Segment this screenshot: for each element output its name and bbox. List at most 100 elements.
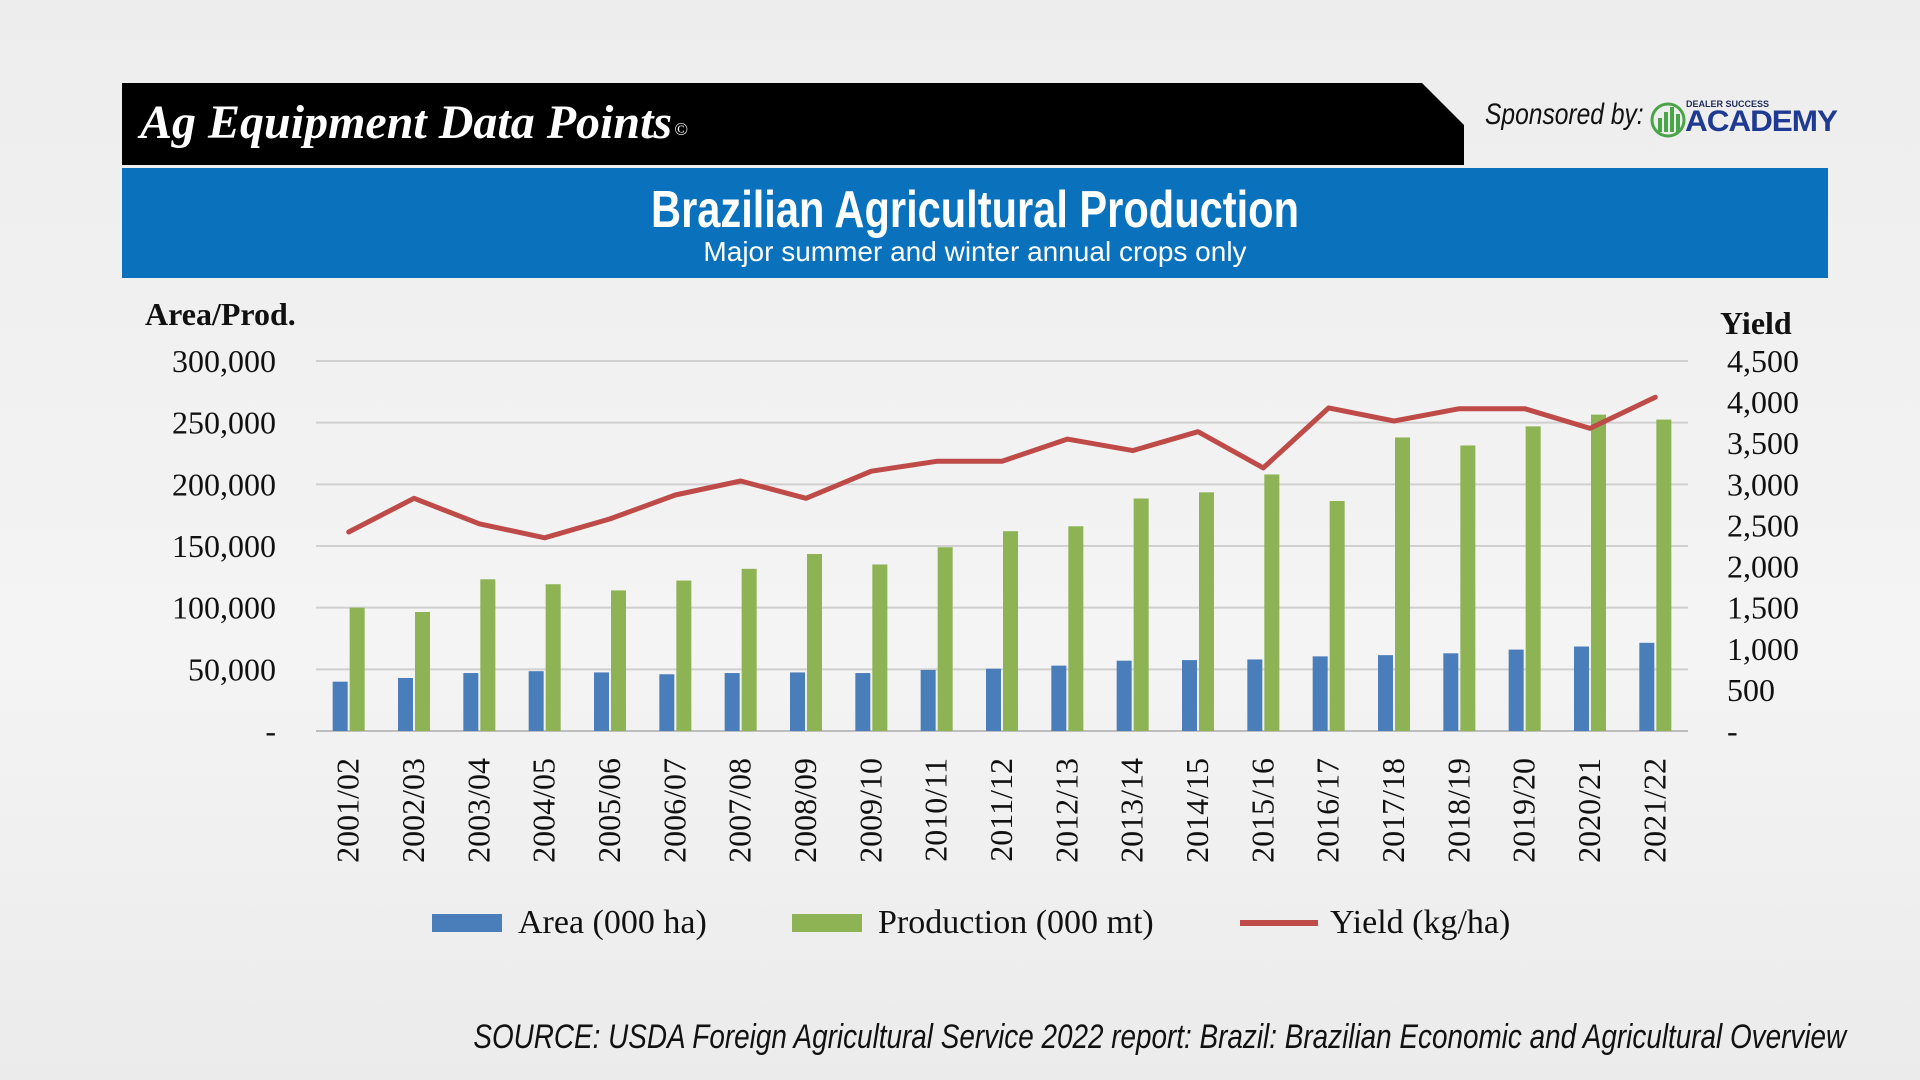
y-right-tick-label: 4,000 (1727, 384, 1799, 420)
legend-label-production: Production (000 mt) (878, 904, 1154, 941)
bar-area (986, 668, 1001, 731)
legend-swatch-area (432, 914, 502, 932)
bar-production (676, 580, 692, 731)
sponsor-logo-small-text: DEALER SUCCESS (1686, 99, 1770, 109)
bar-area (920, 669, 936, 731)
legend-label-area: Area (000 ha) (518, 904, 707, 941)
sponsor-logo-text: ACADEMY (1685, 105, 1838, 138)
bar-production (741, 568, 757, 731)
bar-production (1460, 445, 1476, 731)
x-tick-label: 2021/22 (1636, 758, 1672, 863)
bar-production (1525, 426, 1541, 731)
y-right-tick-label: 500 (1727, 672, 1775, 708)
bar-area (1508, 649, 1524, 731)
y-right-tick-label: 2,500 (1727, 507, 1799, 543)
academy-logo-icon (1650, 102, 1686, 138)
bar-production (1003, 531, 1018, 731)
bar-production (349, 607, 365, 731)
bar-area (1639, 642, 1655, 731)
bar-area (1051, 665, 1067, 731)
bar-production (1591, 414, 1606, 731)
bar-production (1199, 492, 1214, 731)
bar-area (1378, 655, 1393, 731)
x-tick-label: 2007/08 (722, 758, 758, 863)
bar-area (659, 674, 675, 731)
y-right-tick-label: 3,500 (1727, 425, 1799, 461)
y-left-tick-label: 150,000 (172, 528, 276, 564)
bar-area (1182, 660, 1197, 731)
y-right-axis-title: Yield (1720, 305, 1792, 341)
bar-area (594, 672, 609, 731)
bar-production (1656, 419, 1672, 731)
bar-production (872, 564, 888, 731)
bar-production (1395, 437, 1410, 731)
bar-area (855, 673, 871, 731)
bar-area (332, 681, 348, 731)
bar-area (790, 672, 805, 731)
bar-area (1312, 656, 1328, 731)
y-right-tick-label: 2,000 (1727, 549, 1799, 585)
bar-production (1264, 474, 1280, 731)
banner-title: Ag Equipment Data Points © (140, 96, 688, 149)
bar-production (1329, 500, 1345, 731)
y-left-tick-label: 250,000 (172, 405, 276, 441)
bar-production (415, 611, 430, 731)
x-tick-label: 2019/20 (1506, 758, 1542, 863)
bar-area (1574, 646, 1589, 731)
y-left-tick-label: 100,000 (172, 590, 276, 626)
sponsored-by-label: Sponsored by: (1485, 98, 1644, 131)
legend-label-yield: Yield (kg/ha) (1330, 904, 1510, 941)
chart-title: Brazilian Agricultural Production (651, 181, 1299, 239)
x-tick-label: 2005/06 (591, 758, 627, 863)
x-tick-label: 2009/10 (852, 758, 888, 863)
x-tick-label: 2006/07 (656, 758, 692, 863)
x-tick-label: 2003/04 (460, 758, 496, 863)
bar-production (1068, 526, 1084, 731)
bar-area (1443, 653, 1459, 731)
bar-production (807, 554, 822, 731)
x-tick-label: 2020/21 (1571, 758, 1607, 863)
x-tick-label: 2001/02 (330, 758, 366, 863)
bar-area (724, 673, 740, 731)
x-tick-label: 2014/15 (1179, 758, 1215, 863)
y-right-tick-label: - (1727, 713, 1738, 749)
source-note: SOURCE: USDA Foreign Agricultural Servic… (473, 1018, 1846, 1056)
x-tick-label: 2011/12 (983, 758, 1019, 862)
chart-subtitle: Major summer and winter annual crops onl… (703, 236, 1247, 267)
y-right-tick-label: 3,000 (1727, 466, 1799, 502)
bar-production (480, 579, 496, 731)
x-tick-label: 2012/13 (1048, 758, 1084, 863)
y-right-tick-label: 1,000 (1727, 631, 1799, 667)
legend-swatch-production (792, 914, 862, 932)
x-tick-label: 2004/05 (526, 758, 562, 863)
x-tick-label: 2016/17 (1310, 758, 1346, 863)
x-tick-label: 2015/16 (1244, 758, 1280, 863)
y-left-tick-label: - (265, 713, 276, 749)
y-left-tick-label: 200,000 (172, 466, 276, 502)
bar-production (611, 590, 626, 731)
sponsor-logo: DEALER SUCCESS ACADEMY (1650, 96, 1838, 140)
x-tick-label: 2017/18 (1375, 758, 1411, 863)
y-left-tick-label: 300,000 (172, 343, 276, 379)
line-yield (346, 394, 1658, 541)
y-right-tick-label: 4,500 (1727, 343, 1799, 379)
bar-area (398, 677, 413, 731)
x-tick-label: 2010/11 (918, 758, 954, 862)
bar-area (1116, 660, 1132, 731)
copyright-mark: © (674, 119, 688, 139)
bar-production (1133, 498, 1149, 731)
bar-area (528, 671, 544, 731)
bar-production (937, 547, 953, 731)
y-left-axis-title: Area/Prod. (145, 296, 296, 332)
y-left-tick-label: 50,000 (188, 651, 276, 687)
title-bar: Brazilian Agricultural Production Major … (122, 168, 1828, 278)
bar-production (545, 584, 561, 731)
x-tick-label: 2013/14 (1114, 758, 1150, 863)
y-right-tick-label: 1,500 (1727, 590, 1799, 626)
bar-area (463, 673, 479, 731)
bar-area (1247, 659, 1263, 731)
x-tick-label: 2018/19 (1440, 758, 1476, 863)
x-tick-label: 2008/09 (787, 758, 823, 863)
header-banner: Ag Equipment Data Points © (122, 83, 1464, 165)
